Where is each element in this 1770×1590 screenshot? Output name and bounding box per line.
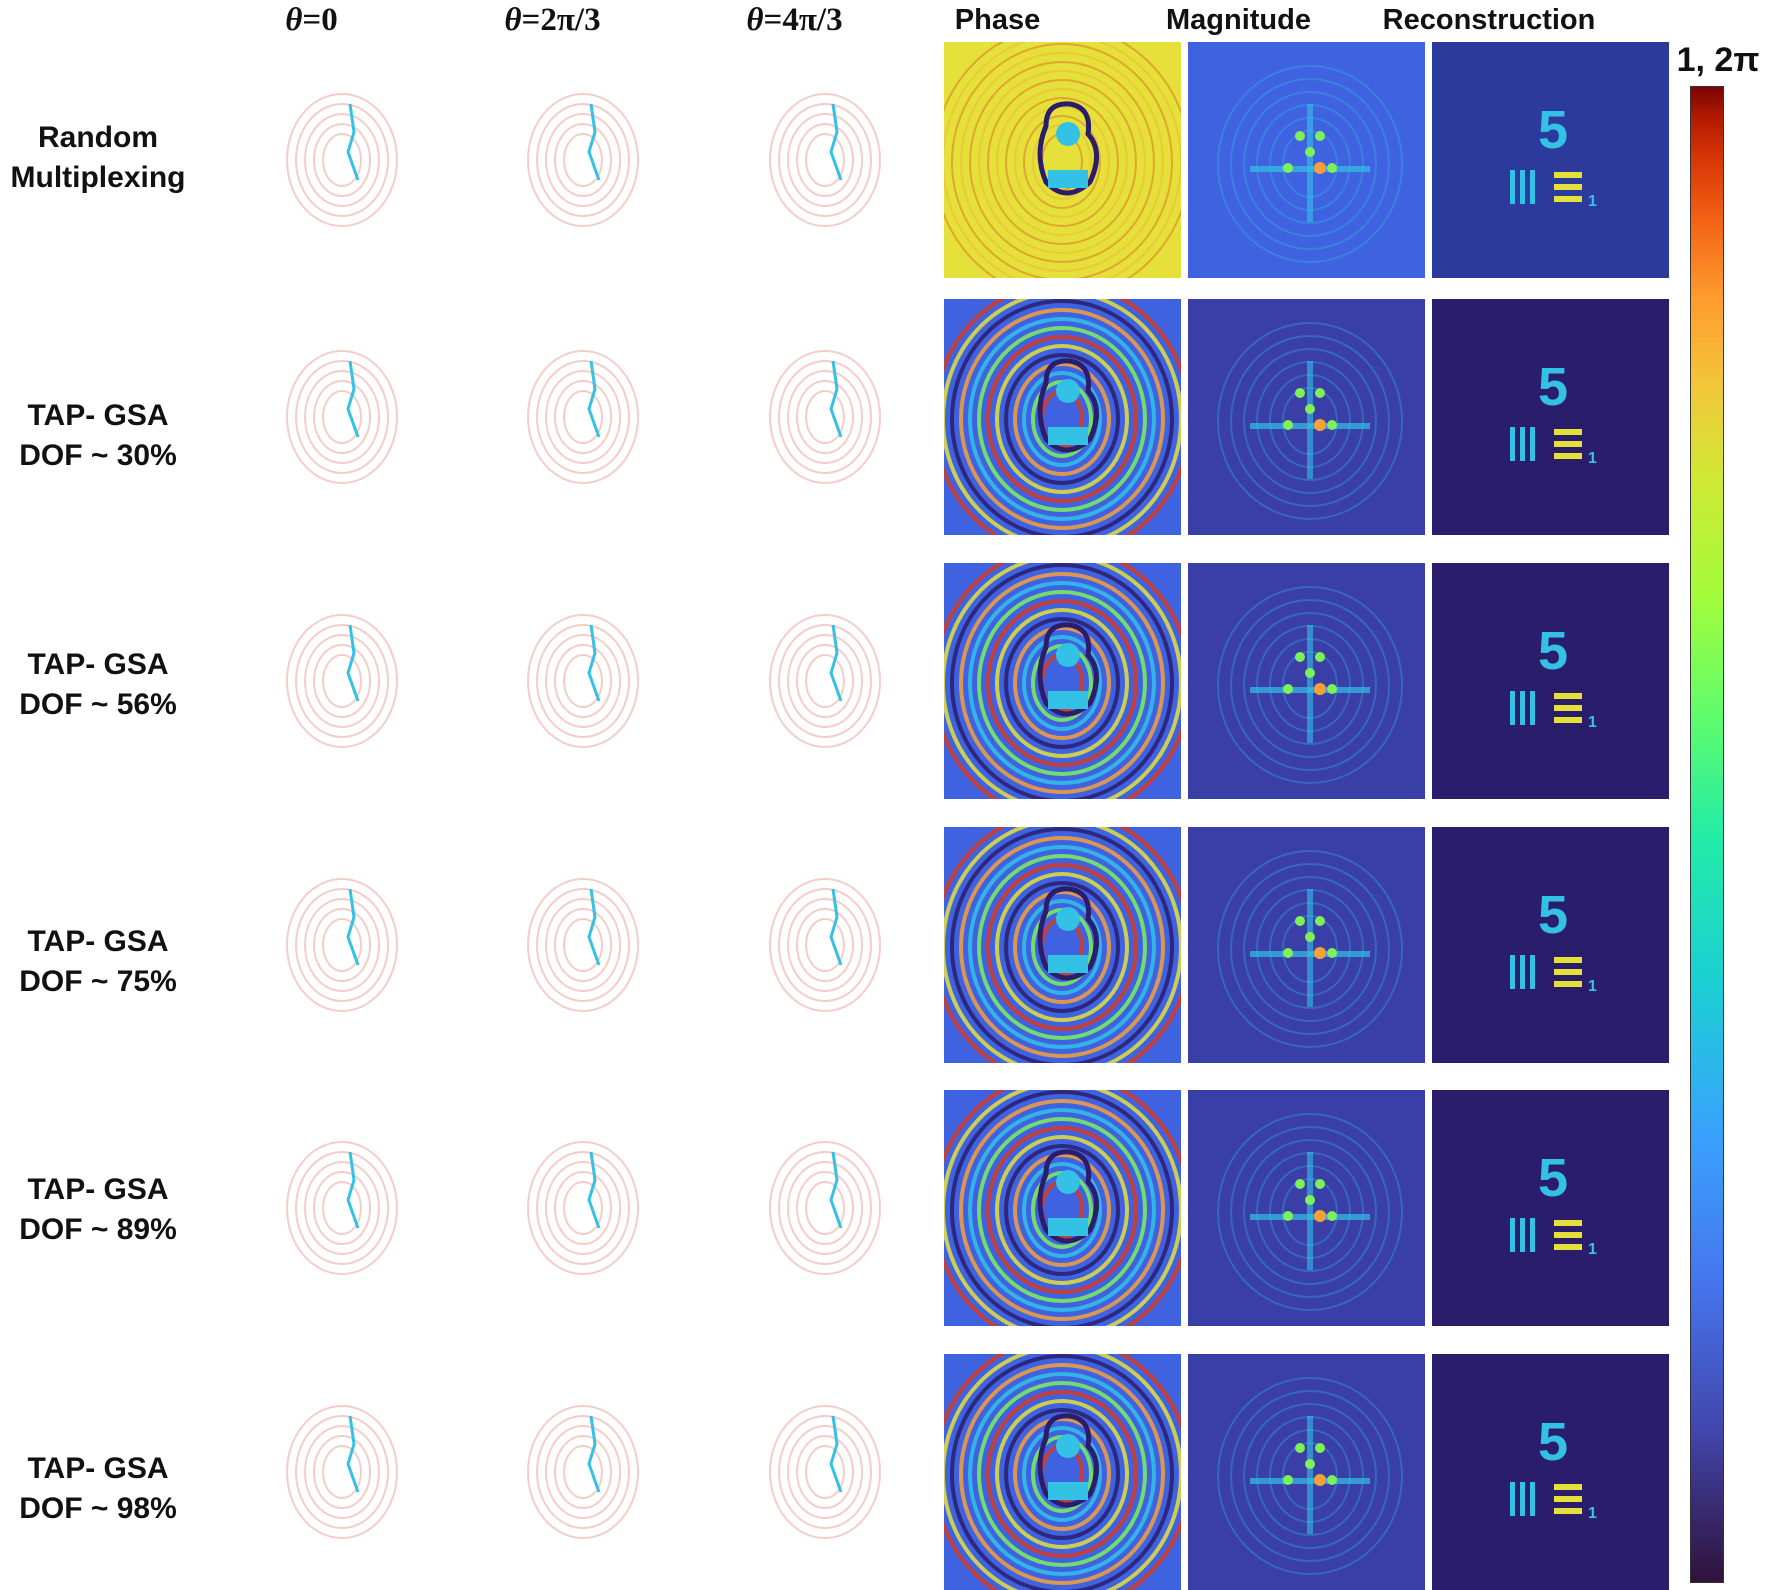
reconstruction-small-digit: 1 [1588, 193, 1597, 210]
panel-row-6-magnitude [1188, 1354, 1425, 1590]
colorbar [1690, 86, 1724, 1583]
panel-row-6-theta-0 [218, 1354, 455, 1590]
panel-row-1-theta-2pi-3 [459, 42, 696, 278]
row-label-dof-56: TAP- GSA DOF ~ 56% [19, 648, 177, 721]
reconstruction-small-digit: 1 [1588, 714, 1597, 731]
panel-row-2-theta-0 [218, 299, 455, 535]
panel-row-5-theta-2pi-3 [459, 1090, 696, 1326]
panel-row-6-theta-4pi-3 [701, 1354, 938, 1590]
row-label-dof-89: TAP- GSA DOF ~ 89% [19, 1173, 177, 1246]
row-label-random-multiplexing: Random Multiplexing [10, 121, 186, 194]
panel-row-5-theta-0 [218, 1090, 455, 1326]
column-header-theta-2pi-3: θ=2π/3 [504, 2, 601, 38]
colorbar-label: 1, 2π [1676, 41, 1760, 79]
panel-row-6-phase [944, 1354, 1181, 1590]
row-label-dof-98: TAP- GSA DOF ~ 98% [19, 1452, 177, 1525]
row-label-dof-75: TAP- GSA DOF ~ 75% [19, 925, 177, 998]
panel-row-1-theta-0 [218, 42, 455, 278]
panel-row-4-phase [944, 827, 1181, 1063]
panel-row-2-theta-4pi-3 [701, 299, 938, 535]
panel-row-4-magnitude [1188, 827, 1425, 1063]
panel-row-5-theta-4pi-3 [701, 1090, 938, 1326]
panel-row-5-phase [944, 1090, 1181, 1326]
panel-row-1-theta-4pi-3 [701, 42, 938, 278]
panel-row-6-theta-2pi-3 [459, 1354, 696, 1590]
panel-row-1-phase [944, 42, 1181, 278]
panel-row-2-phase [944, 299, 1181, 535]
panel-row-3-magnitude [1188, 563, 1425, 799]
column-header-theta-0: θ=0 [285, 2, 338, 38]
reconstruction-digit: 5 [1538, 1412, 1568, 1472]
reconstruction-digit: 5 [1538, 357, 1568, 417]
reconstruction-digit: 5 [1538, 621, 1568, 681]
reconstruction-small-digit: 1 [1588, 1241, 1597, 1258]
panel-row-3-phase [944, 563, 1181, 799]
panel-row-1-magnitude [1188, 42, 1425, 278]
panel-row-3-theta-4pi-3 [701, 563, 938, 799]
panel-row-3-theta-0 [218, 563, 455, 799]
panel-row-2-theta-2pi-3 [459, 299, 696, 535]
panel-row-4-theta-2pi-3 [459, 827, 696, 1063]
panel-row-3-theta-2pi-3 [459, 563, 696, 799]
column-header-theta-4pi-3: θ=4π/3 [746, 2, 843, 38]
reconstruction-digit: 5 [1538, 885, 1568, 945]
reconstruction-small-digit: 1 [1588, 450, 1597, 467]
column-header-reconstruction: Reconstruction [1382, 4, 1596, 36]
panel-row-4-theta-4pi-3 [701, 827, 938, 1063]
panel-row-5-magnitude [1188, 1090, 1425, 1326]
reconstruction-small-digit: 1 [1588, 1505, 1597, 1522]
row-label-dof-30: TAP- GSA DOF ~ 30% [19, 399, 177, 472]
reconstruction-digit: 5 [1538, 1148, 1568, 1208]
reconstruction-small-digit: 1 [1588, 978, 1597, 995]
reconstruction-digit: 5 [1538, 100, 1568, 160]
panel-row-4-theta-0 [218, 827, 455, 1063]
column-header-phase: Phase [954, 4, 1041, 36]
panel-row-2-magnitude [1188, 299, 1425, 535]
column-header-magnitude: Magnitude [1166, 4, 1311, 36]
